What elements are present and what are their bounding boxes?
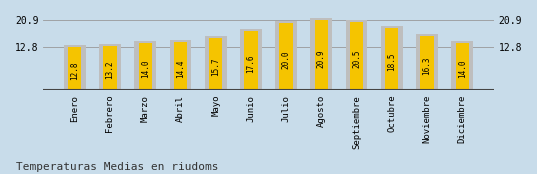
- Bar: [310, 18, 332, 90]
- Bar: [420, 36, 434, 90]
- Text: 14.0: 14.0: [458, 60, 467, 78]
- Bar: [174, 42, 187, 90]
- Bar: [205, 36, 227, 90]
- Bar: [385, 28, 398, 90]
- Bar: [103, 46, 117, 90]
- Text: 20.5: 20.5: [352, 50, 361, 69]
- Text: 14.4: 14.4: [176, 59, 185, 78]
- Text: 16.3: 16.3: [423, 56, 432, 75]
- Bar: [170, 40, 191, 90]
- Bar: [240, 29, 262, 90]
- Bar: [134, 41, 156, 90]
- Bar: [279, 23, 293, 90]
- Bar: [64, 45, 86, 90]
- Bar: [455, 43, 469, 90]
- Text: Temperaturas Medias en riudoms: Temperaturas Medias en riudoms: [16, 162, 219, 172]
- Bar: [350, 22, 363, 90]
- Bar: [209, 38, 222, 90]
- Bar: [416, 34, 438, 90]
- Text: 12.8: 12.8: [70, 62, 79, 80]
- Bar: [99, 44, 121, 90]
- Text: 14.0: 14.0: [141, 60, 150, 78]
- Bar: [381, 26, 403, 90]
- Bar: [451, 41, 473, 90]
- Bar: [275, 21, 297, 90]
- Text: 15.7: 15.7: [211, 57, 220, 76]
- Bar: [346, 20, 367, 90]
- Bar: [68, 47, 82, 90]
- Text: 17.6: 17.6: [246, 54, 256, 73]
- Text: 20.0: 20.0: [281, 51, 291, 69]
- Bar: [139, 43, 152, 90]
- Bar: [244, 31, 258, 90]
- Text: 18.5: 18.5: [387, 53, 396, 72]
- Bar: [315, 20, 328, 90]
- Text: 20.9: 20.9: [317, 49, 326, 68]
- Text: 13.2: 13.2: [105, 61, 114, 79]
